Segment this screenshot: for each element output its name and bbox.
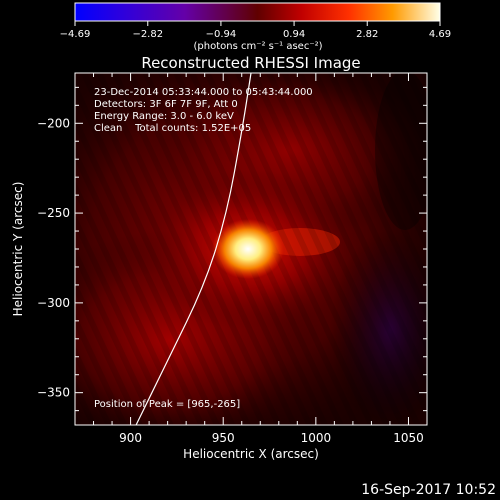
x-tick-label: 950 — [212, 431, 235, 445]
x-tick-label: 1050 — [393, 431, 424, 445]
colorbar-tick-label: 0.94 — [283, 29, 305, 40]
peak-position-label: Position of Peak = [965,-265] — [94, 399, 240, 410]
footer-timestamp: 16-Sep-2017 10:52 — [361, 482, 496, 498]
heatmap-image — [75, 73, 427, 425]
y-axis-label: Heliocentric Y (arcsec) — [11, 182, 25, 317]
x-tick-label: 1000 — [301, 431, 332, 445]
chart-title: Reconstructed RHESSI Image — [141, 54, 360, 72]
solar-limb-curve — [135, 72, 252, 426]
colorbar-tick-label: −4.69 — [60, 29, 91, 40]
axis-ticks: 900 950 1000 1050 −200 −250 −300 −350 — [37, 73, 428, 445]
y-tick-label: −350 — [37, 386, 70, 400]
info-line-clean: Clean Total counts: 1.52E+05 — [94, 123, 251, 134]
x-axis-label: Heliocentric X (arcsec) — [183, 447, 319, 461]
info-line-time: 23-Dec-2014 05:33:44.000 to 05:43:44.000 — [94, 87, 313, 98]
info-line-detectors: Detectors: 3F 6F 7F 9F, Att 0 — [94, 99, 238, 110]
colorbar-tick-label: −2.82 — [132, 29, 163, 40]
colorbar-unit-label: (photons cm⁻² s⁻¹ asec⁻²) — [193, 41, 322, 52]
y-tick-label: −300 — [37, 296, 70, 310]
y-tick-label: −200 — [37, 116, 70, 130]
colorbar-ticks: −4.69 −2.82 −0.94 0.94 2.82 4.69 — [60, 21, 451, 40]
info-line-energy: Energy Range: 3.0 - 6.0 keV — [94, 111, 234, 122]
x-tick-label: 900 — [119, 431, 142, 445]
y-tick-label: −250 — [37, 206, 70, 220]
colorbar-tick-label: 4.69 — [429, 29, 451, 40]
colorbar-tick-label: 2.82 — [356, 29, 378, 40]
colorbar-gradient — [74, 2, 441, 22]
colorbar-tick-label: −0.94 — [206, 29, 237, 40]
